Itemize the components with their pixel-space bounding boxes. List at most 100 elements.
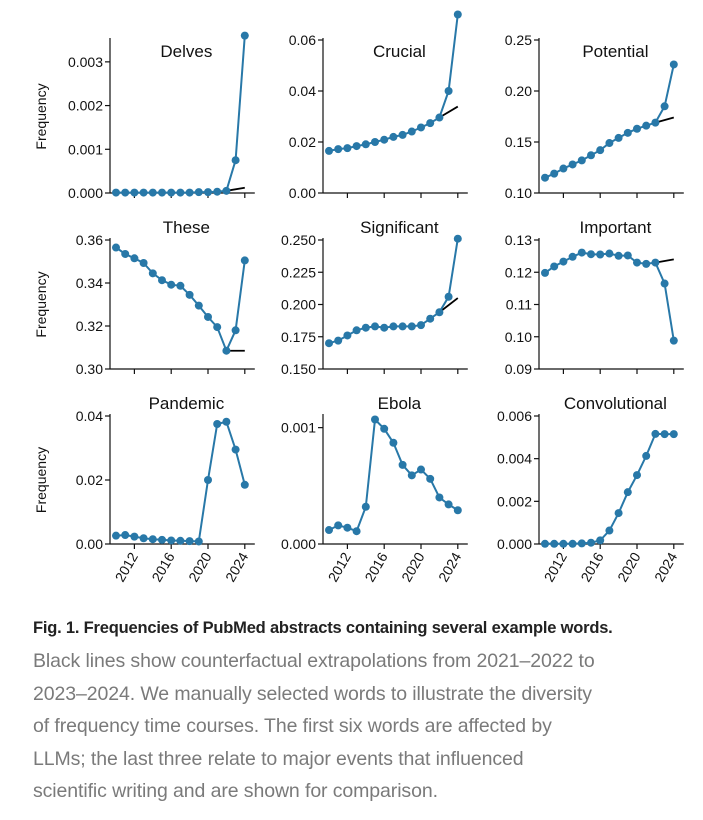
data-point-potential [568,160,577,169]
panel-title-potential: Potential [582,42,648,61]
data-point-crucial [380,135,389,144]
data-point-convolutional [577,539,586,548]
y-tick-label-important: 0.12 [505,264,532,280]
data-point-important [577,248,586,257]
data-point-pandemic [231,445,240,454]
data-point-these [148,269,157,278]
data-point-crucial [407,127,416,136]
data-point-significant [325,339,333,348]
y-tick-label-delves: 0.002 [68,98,103,114]
data-point-pandemic [139,534,148,543]
data-point-convolutional [541,539,549,548]
data-point-important [642,259,651,268]
data-point-these [213,323,222,332]
data-point-pandemic [240,480,249,489]
x-tick-label-convolutional: 2012 [541,549,571,584]
y-tick-label-ebola: 0.000 [281,536,316,552]
y-tick-label-convolutional: 0.000 [497,536,532,552]
figure-caption: Fig. 1. Frequencies of PubMed abstracts … [33,614,693,808]
data-point-crucial [389,132,398,141]
y-tick-label-potential: 0.20 [505,83,532,99]
data-point-ebola [380,424,389,433]
data-point-potential [651,118,660,127]
data-point-delves [240,31,249,40]
data-point-crucial [361,140,370,149]
y-tick-label-these: 0.34 [76,275,103,291]
data-point-ebola [361,502,370,511]
panel-title-pandemic: Pandemic [149,394,225,413]
y-tick-label-delves: 0.003 [68,54,103,70]
data-point-delves [158,188,166,197]
x-tick-label-ebola: 2012 [325,549,355,584]
data-point-important [660,279,669,288]
y-tick-label-significant: 0.200 [281,297,316,313]
data-point-ebola [435,493,444,502]
data-point-pandemic [194,537,203,546]
y-tick-label-pandemic: 0.00 [76,536,103,552]
data-point-these [121,249,130,258]
data-point-significant [426,314,435,323]
data-point-ebola [334,521,343,530]
y-tick-label-significant: 0.175 [281,329,316,345]
y-tick-label-crucial: 0.02 [289,134,316,150]
data-point-delves [167,188,176,197]
x-tick-label-ebola: 2024 [435,549,465,584]
data-point-important [596,250,605,259]
data-point-significant [371,322,379,331]
y-tick-label-potential: 0.10 [505,185,532,201]
data-point-potential [596,146,605,155]
series-line-these [115,246,246,354]
y-tick-label-pandemic: 0.04 [76,408,103,424]
data-point-ebola [352,527,361,536]
x-tick-label-pandemic: 2012 [112,549,142,584]
y-tick-label-important: 0.09 [505,361,532,377]
x-tick-label-convolutional: 2024 [651,549,681,584]
x-tick-label-pandemic: 2016 [148,549,178,584]
y-tick-label-crucial: 0.04 [289,83,316,99]
series-line-ebola [328,417,459,533]
y-tick-label-important: 0.11 [506,297,532,313]
data-point-crucial [398,130,407,139]
data-point-potential [559,164,568,173]
caption-line: of frequency time courses. The first six… [33,715,552,737]
data-point-ebola [453,506,462,515]
caption-line: Black lines show counterfactual extrapol… [33,650,595,672]
data-point-important [559,257,568,266]
data-point-ebola [398,460,407,469]
data-point-important [651,258,660,267]
caption-line: 2023–2024. We manually selected words to… [33,682,592,705]
data-point-convolutional [587,538,595,547]
y-axis-label-pandemic: Frequency [33,447,49,513]
data-point-ebola [343,523,352,532]
data-point-important [587,250,595,259]
data-point-these [158,276,166,285]
data-point-significant [453,234,462,243]
data-point-convolutional [559,539,568,548]
x-tick-label-convolutional: 2016 [577,549,607,584]
data-point-potential [660,102,669,111]
data-point-pandemic [176,536,185,545]
panel-title-crucial: Crucial [373,42,426,61]
y-tick-label-important: 0.13 [505,232,532,248]
data-point-important [633,258,641,267]
data-point-crucial [334,145,343,154]
data-point-these [130,254,139,263]
y-tick-label-convolutional: 0.002 [497,493,532,509]
x-tick-label-pandemic: 2024 [222,549,252,584]
data-point-potential [642,121,651,130]
data-point-potential [550,169,559,178]
x-tick-label-ebola: 2020 [398,549,428,584]
data-point-crucial [417,123,425,132]
data-point-delves [204,188,212,197]
data-point-crucial [352,142,361,151]
y-tick-label-crucial: 0.06 [289,32,316,48]
y-tick-label-convolutional: 0.004 [497,451,532,467]
data-point-potential [633,124,641,133]
y-tick-label-important: 0.10 [505,329,532,345]
data-point-convolutional [568,539,577,548]
data-point-significant [380,323,389,332]
panel-title-ebola: Ebola [378,394,422,413]
data-point-important [623,251,632,260]
data-point-important [614,251,623,260]
data-point-delves [231,156,240,165]
